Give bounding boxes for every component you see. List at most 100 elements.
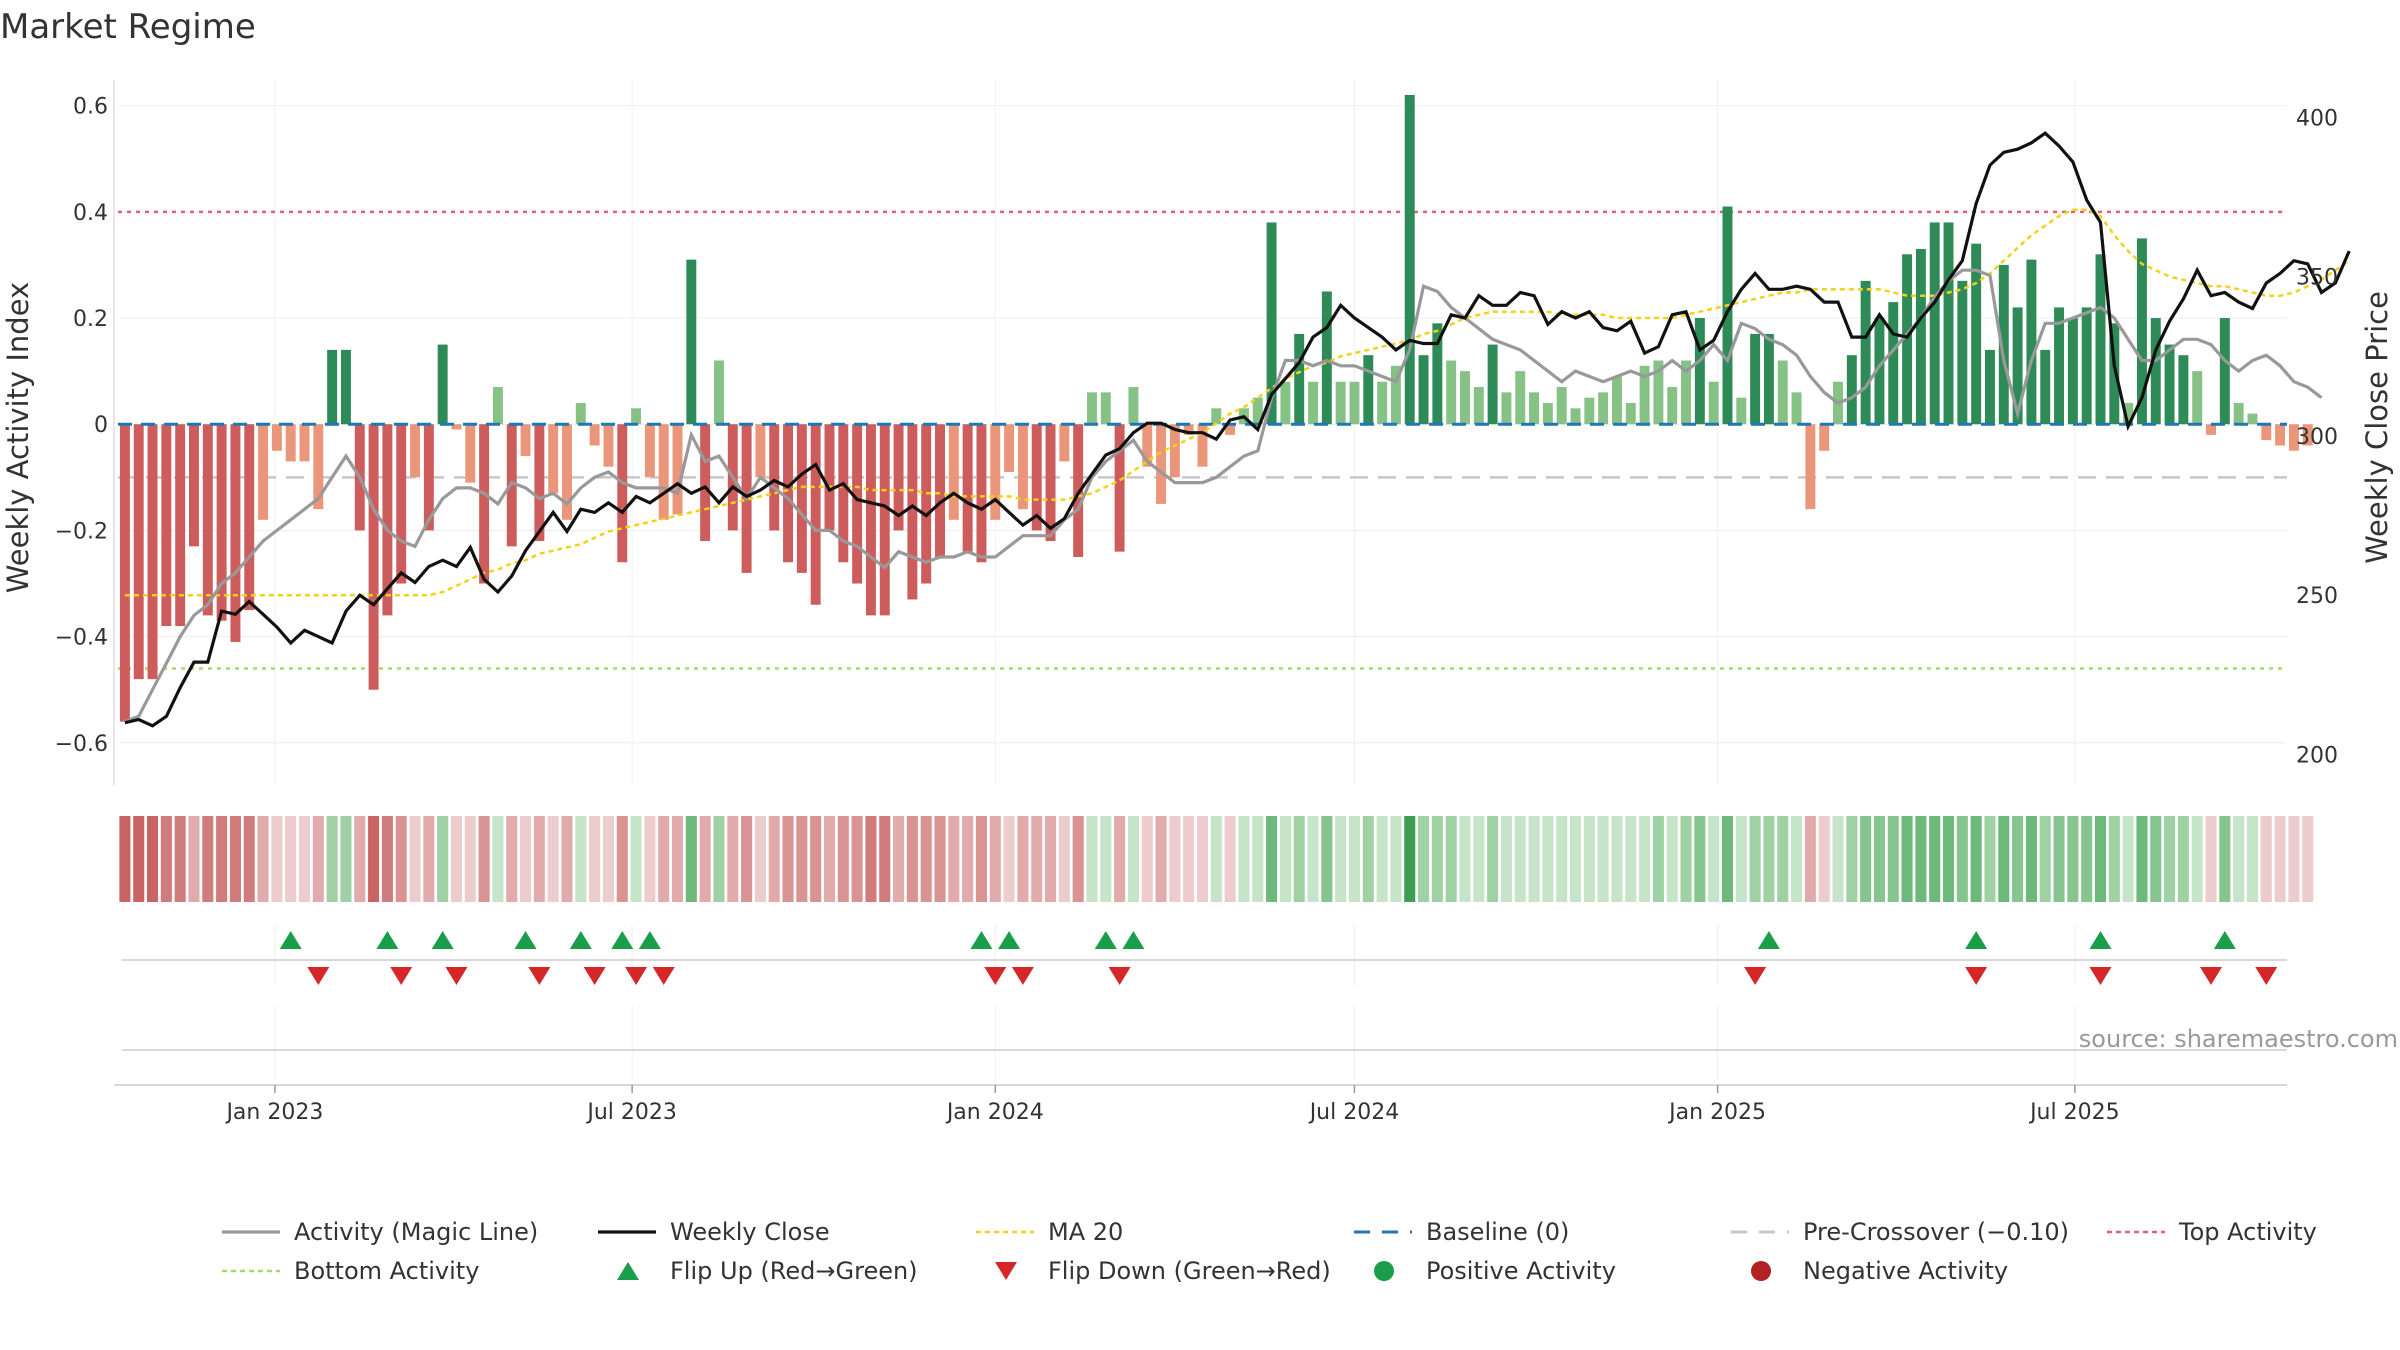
strip-cell <box>506 816 518 902</box>
strip-cell <box>1680 816 1692 902</box>
strip-cell <box>216 816 228 902</box>
ma20-line <box>124 208 2350 597</box>
strip-cell <box>741 816 753 902</box>
activity-bar <box>1460 371 1470 425</box>
flip-up-marker <box>1122 931 1145 949</box>
activity-bar <box>327 349 338 425</box>
strip-cell <box>1003 816 1015 902</box>
strip-cell <box>1804 816 1816 902</box>
activity-bar <box>631 408 642 425</box>
activity-bar <box>2150 318 2161 425</box>
activity-bar <box>313 424 324 510</box>
strip-cell <box>713 816 725 902</box>
strip-cell <box>810 816 822 902</box>
strip-cell <box>1846 816 1858 902</box>
strip-cell <box>1942 816 1955 902</box>
strip-cell <box>229 816 241 902</box>
strip-cell <box>630 816 642 902</box>
strip-cell <box>989 816 1001 902</box>
strip-cell <box>423 816 435 902</box>
strip-cell <box>1818 816 1830 902</box>
y-right-tick-label: 300 <box>2296 425 2338 450</box>
strip-cell <box>1072 816 1084 902</box>
activity-bar <box>1128 387 1139 425</box>
strip-cell <box>271 816 283 902</box>
strip-cell <box>1017 816 1029 902</box>
activity-bar <box>437 344 448 425</box>
activity-bar <box>1004 424 1015 473</box>
strip-cell <box>533 816 545 902</box>
strip-cell <box>119 816 131 902</box>
flip-down-marker <box>307 967 330 985</box>
strip-cell <box>1100 816 1112 902</box>
legend-item: Pre-Crossover (−0.10) <box>1731 1218 2069 1246</box>
activity-bar <box>479 424 490 584</box>
strip-cell <box>1031 816 1043 902</box>
activity-bar <box>1902 254 1913 425</box>
legend-item: Baseline (0) <box>1354 1218 1569 1246</box>
activity-bar <box>700 424 711 542</box>
strip-cell <box>1694 816 1706 902</box>
legend-label: Negative Activity <box>1803 1257 2008 1285</box>
strip-cell <box>1252 816 1264 902</box>
activity-bar <box>119 424 130 722</box>
strip-cell <box>1873 816 1885 902</box>
strip-cell <box>1929 816 1941 902</box>
strip-cell <box>1155 816 1167 902</box>
activity-bar <box>810 424 821 605</box>
activity-bar <box>865 424 876 616</box>
strip-cell <box>202 816 214 902</box>
activity-bar <box>258 424 269 520</box>
strip-cell <box>1569 816 1582 902</box>
activity-bar <box>838 424 849 563</box>
activity-bar <box>1377 381 1388 425</box>
strip-cell <box>1224 816 1236 902</box>
legend-label: Pre-Crossover (−0.10) <box>1803 1218 2069 1246</box>
strip-cell <box>1045 816 1057 902</box>
strip-cell <box>147 816 159 902</box>
activity-bar <box>1598 392 1609 425</box>
strip-cell <box>589 816 601 902</box>
activity-bar <box>935 424 945 557</box>
chart-title: Market Regime <box>0 7 256 47</box>
activity-bar <box>285 424 296 462</box>
activity-bar <box>1031 424 1042 531</box>
activity-bar <box>1984 349 1995 425</box>
activity-bar <box>2095 254 2106 425</box>
strip-cell <box>395 816 407 902</box>
strip-cell <box>1791 816 1803 902</box>
strip-cell <box>1777 816 1789 902</box>
activity-bar <box>1750 333 1761 425</box>
x-tick-label: Jan 2024 <box>945 1100 1044 1125</box>
activity-bar <box>921 424 932 584</box>
activity-bar <box>2136 238 2147 425</box>
activity-bar <box>1694 318 1705 425</box>
strip-cell <box>1611 816 1623 902</box>
activity-bar <box>1515 371 1526 425</box>
activity-bar <box>1570 408 1581 425</box>
strip-cell <box>2205 816 2217 902</box>
flip-up-marker <box>376 931 399 949</box>
strip-cell <box>1266 816 1278 902</box>
strip-cell <box>2150 816 2162 902</box>
strip-cell <box>2122 816 2134 902</box>
legend-label: MA 20 <box>1048 1218 1123 1246</box>
strip-cell <box>1473 816 1485 902</box>
strip-cell <box>437 816 449 902</box>
activity-bar <box>1846 355 1857 425</box>
activity-bar <box>1556 387 1567 425</box>
strip-cell <box>1348 816 1360 902</box>
strip-cell <box>1376 816 1388 902</box>
strip-cell <box>2288 816 2300 902</box>
activity-bar <box>147 424 158 680</box>
activity-bar <box>2233 402 2244 425</box>
strip-cell <box>1970 816 1982 902</box>
flip-down-marker <box>984 967 1007 985</box>
activity-bar <box>644 424 655 478</box>
strip-cell <box>893 816 905 902</box>
strip-cell <box>948 816 960 902</box>
flip-up-marker <box>569 931 592 949</box>
strip-cell <box>934 816 946 902</box>
strip-cell <box>1721 816 1734 902</box>
